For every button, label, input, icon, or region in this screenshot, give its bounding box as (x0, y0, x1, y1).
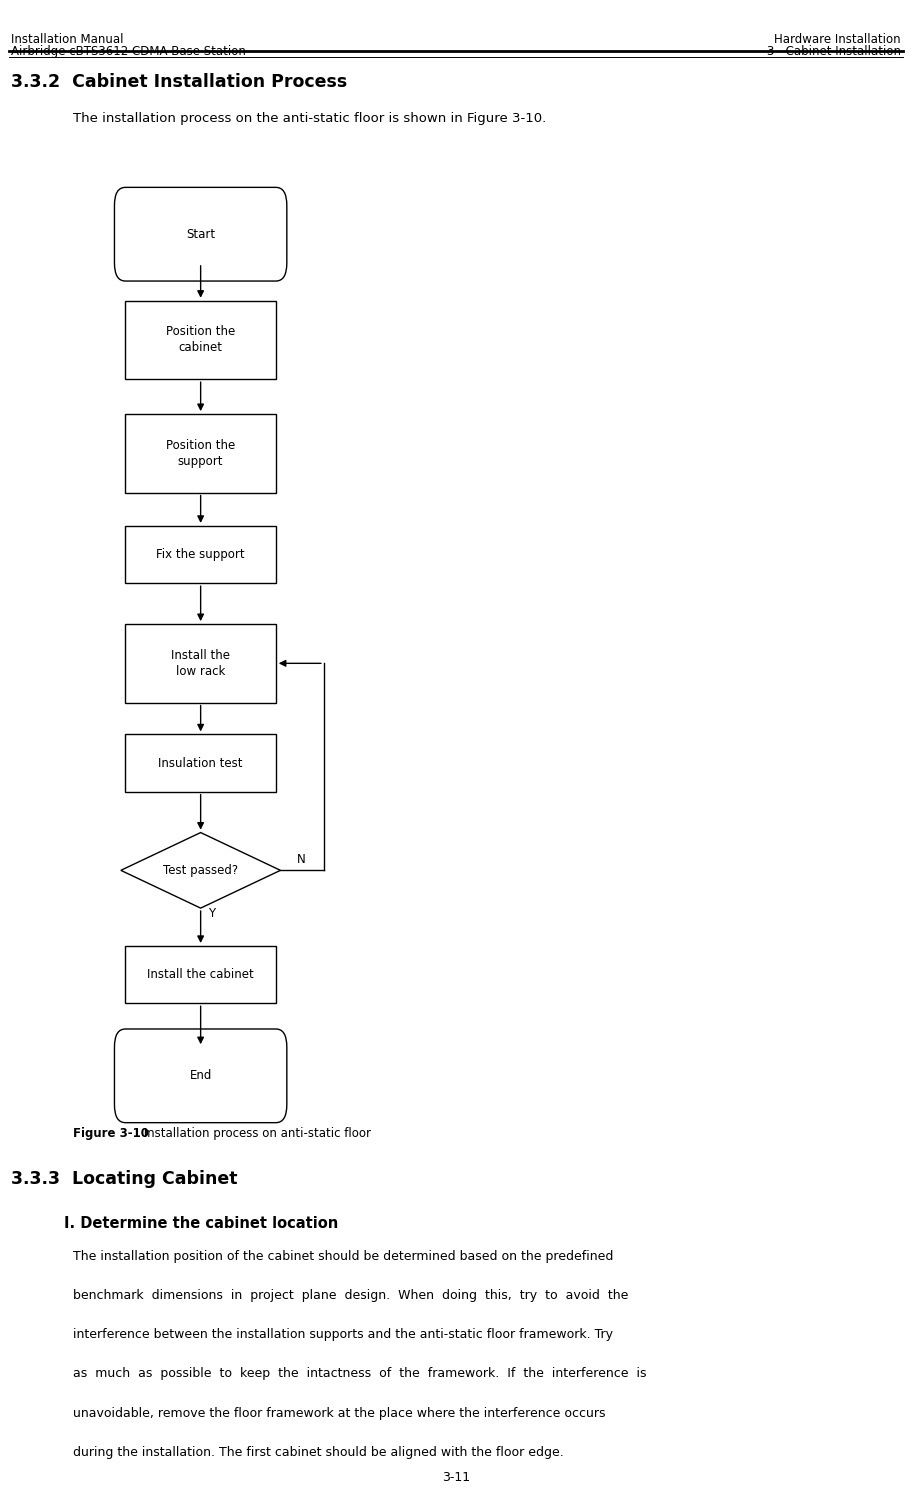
Text: Install the
low rack: Install the low rack (171, 648, 230, 678)
Text: Position the
cabinet: Position the cabinet (166, 325, 235, 355)
Polygon shape (120, 833, 281, 908)
Bar (126, 414, 275, 493)
Text: The installation process on the anti-static floor is shown in Figure 3-10.: The installation process on the anti-sta… (73, 112, 546, 125)
Text: Figure 3-10: Figure 3-10 (73, 1127, 148, 1141)
Bar (126, 734, 275, 792)
Text: Installation Manual: Installation Manual (11, 33, 123, 47)
Text: Position the
support: Position the support (166, 438, 235, 468)
Text: 3   Cabinet Installation: 3 Cabinet Installation (766, 45, 900, 59)
Bar (126, 946, 275, 1003)
Text: 3-11: 3-11 (442, 1470, 469, 1484)
Bar (126, 301, 275, 379)
Text: Installation process on anti-static floor: Installation process on anti-static floo… (139, 1127, 370, 1141)
Text: interference between the installation supports and the anti-static floor framewo: interference between the installation su… (73, 1328, 612, 1342)
Text: Start: Start (186, 228, 215, 240)
Text: Y: Y (208, 907, 215, 920)
Text: End: End (189, 1070, 211, 1082)
Text: benchmark  dimensions  in  project  plane  design.  When  doing  this,  try  to : benchmark dimensions in project plane de… (73, 1289, 628, 1302)
Text: 3.3.2  Cabinet Installation Process: 3.3.2 Cabinet Installation Process (11, 73, 347, 91)
Text: during the installation. The first cabinet should be aligned with the floor edge: during the installation. The first cabin… (73, 1446, 563, 1460)
FancyBboxPatch shape (115, 1029, 286, 1123)
Text: The installation position of the cabinet should be determined based on the prede: The installation position of the cabinet… (73, 1250, 613, 1263)
Text: Fix the support: Fix the support (156, 548, 245, 561)
Bar (126, 526, 275, 583)
Text: Insulation test: Insulation test (159, 757, 242, 769)
Text: I. Determine the cabinet location: I. Determine the cabinet location (64, 1216, 338, 1231)
Text: Airbridge cBTS3612 CDMA Base Station: Airbridge cBTS3612 CDMA Base Station (11, 45, 246, 59)
FancyBboxPatch shape (115, 187, 286, 281)
Text: N: N (296, 854, 305, 866)
Text: Install the cabinet: Install the cabinet (147, 969, 254, 981)
Text: Test passed?: Test passed? (163, 864, 238, 876)
Bar (126, 624, 275, 703)
Text: Hardware Installation: Hardware Installation (773, 33, 900, 47)
Text: unavoidable, remove the floor framework at the place where the interference occu: unavoidable, remove the floor framework … (73, 1407, 605, 1420)
Text: 3.3.3  Locating Cabinet: 3.3.3 Locating Cabinet (11, 1170, 237, 1188)
Text: as  much  as  possible  to  keep  the  intactness  of  the  framework.  If  the : as much as possible to keep the intactne… (73, 1367, 646, 1381)
